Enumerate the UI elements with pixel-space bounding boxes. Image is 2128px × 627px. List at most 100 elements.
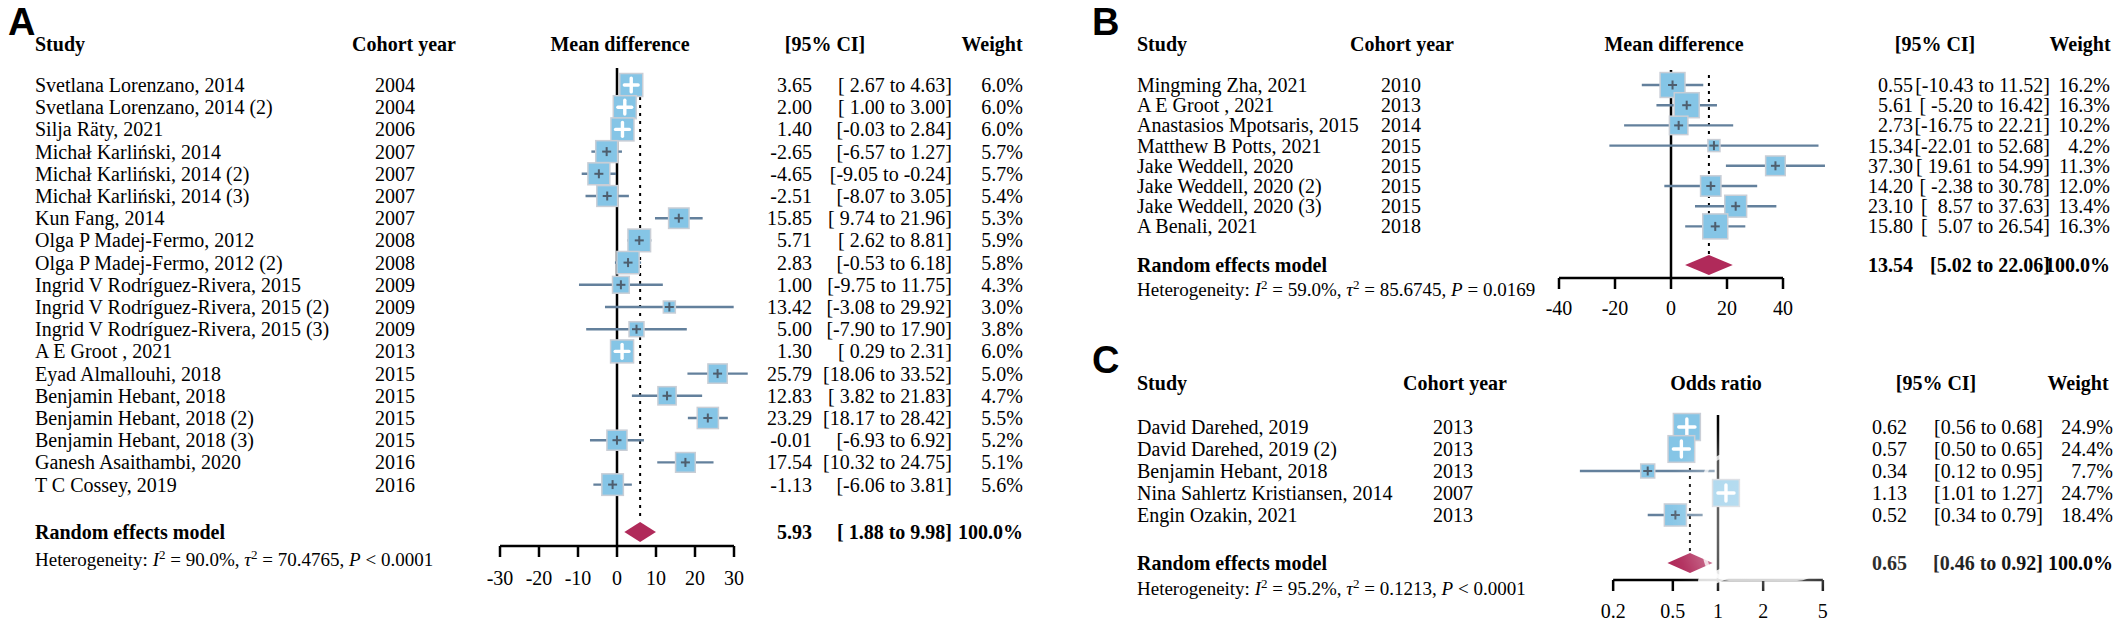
estimate-value: 15.85 (767, 207, 812, 229)
weight-value: 6.0% (981, 340, 1023, 362)
estimate-value: 37.30 (1868, 155, 1913, 177)
het-p-value: < 0.0001 (361, 549, 433, 570)
panel-label-b: B (1092, 2, 1119, 42)
panel-label-c: C (1092, 340, 1119, 380)
column-header-weight: Weight (2047, 372, 2108, 394)
het-prefix: Heterogeneity: (35, 549, 153, 570)
study-name: David Darehed, 2019 (1137, 416, 1309, 438)
cohort-year: 2015 (375, 407, 415, 429)
study-name: Anastasios Mpotsaris, 2015 (1137, 114, 1359, 136)
cohort-year: 2009 (375, 296, 415, 318)
het-tau2-value: = 85.6745, (1360, 279, 1451, 300)
estimate-value: 23.29 (767, 407, 812, 429)
ci-value: [ 19.61 to 54.99] (1916, 155, 2050, 177)
study-name: Silja Räty, 2021 (35, 118, 163, 140)
column-header-study: Study (1137, 372, 1187, 394)
ci-value: [ 3.82 to 21.83] (828, 385, 952, 407)
pooled-estimate: 5.93 (777, 521, 812, 543)
weight-value: 5.5% (981, 407, 1023, 429)
study-name: Benjamin Hebant, 2018 (1137, 460, 1328, 482)
het-i2-value: = 59.0%, (1267, 279, 1346, 300)
estimate-value: 2.00 (777, 96, 812, 118)
weight-value: 5.7% (981, 163, 1023, 185)
estimate-value: 25.79 (767, 363, 812, 385)
weight-value: 18.4% (2061, 504, 2113, 526)
study-name: Benjamin Hebant, 2018 (2) (35, 407, 254, 429)
estimate-value: 13.42 (767, 296, 812, 318)
cohort-year: 2016 (375, 474, 415, 496)
pooled-diamond (624, 522, 656, 542)
x-axis-tick-label: -30 (487, 567, 514, 589)
weight-value: 10.2% (2058, 114, 2110, 136)
ci-value: [-22.01 to 52.68] (1914, 135, 2050, 157)
weight-value: 16.3% (2058, 215, 2110, 237)
cohort-year: 2013 (1433, 438, 1473, 460)
estimate-value: 15.80 (1868, 215, 1913, 237)
pooled-weight: 100.0% (2048, 552, 2113, 574)
column-header-weight: Weight (961, 33, 1022, 55)
study-name: Benjamin Hebant, 2018 (35, 385, 226, 407)
estimate-value: 0.52 (1872, 504, 1907, 526)
estimate-value: 1.40 (777, 118, 812, 140)
weight-value: 5.9% (981, 229, 1023, 251)
study-name: T C Cossey, 2019 (35, 474, 177, 496)
cohort-year: 2013 (1381, 94, 1421, 116)
column-header-ci: [95% CI] (785, 33, 866, 55)
pooled-diamond (1685, 255, 1733, 275)
ci-value: [-6.57 to 1.27] (836, 141, 952, 163)
pooled-label: Random effects model (1137, 254, 1327, 276)
ci-value: [18.06 to 33.52] (823, 363, 952, 385)
x-axis-tick-label: -20 (1602, 297, 1629, 319)
study-name: A E Groot , 2021 (1137, 94, 1274, 116)
ci-value: [-3.08 to 29.92] (826, 296, 952, 318)
x-axis-tick-label: 10 (646, 567, 666, 589)
weight-value: 16.3% (2058, 94, 2110, 116)
cohort-year: 2015 (375, 385, 415, 407)
study-name: Jake Weddell, 2020 (1137, 155, 1293, 177)
weight-value: 6.0% (981, 74, 1023, 96)
study-name: Ganesh Asaithambi, 2020 (35, 451, 241, 473)
ci-value: [ 8.57 to 37.63] (1921, 195, 2050, 217)
study-name: Matthew B Potts, 2021 (1137, 135, 1321, 157)
ci-value: [-0.03 to 2.84] (836, 118, 952, 140)
cohort-year: 2013 (1433, 460, 1473, 482)
column-header-effect: Mean difference (1604, 33, 1743, 55)
study-name: Svetlana Lorenzano, 2014 (35, 74, 244, 96)
x-axis-tick-label: 20 (685, 567, 705, 589)
weight-value: 11.3% (2059, 155, 2110, 177)
estimate-value: -1.13 (770, 474, 812, 496)
weight-value: 24.9% (2061, 416, 2113, 438)
cohort-year: 2015 (1381, 135, 1421, 157)
pooled-weight: 100.0% (2045, 254, 2110, 276)
cohort-year: 2004 (375, 74, 415, 96)
cohort-year: 2008 (375, 252, 415, 274)
study-name: Michał Karliński, 2014 (35, 141, 221, 163)
estimate-value: 23.10 (1868, 195, 1913, 217)
weight-value: 3.8% (981, 318, 1023, 340)
x-axis-tick-label: 5 (1818, 600, 1828, 622)
ci-value: [ 9.74 to 21.96] (828, 207, 952, 229)
weight-value: 4.3% (981, 274, 1023, 296)
x-axis-tick-label: 40 (1773, 297, 1793, 319)
study-name: Nina Sahlertz Kristiansen, 2014 (1137, 482, 1393, 504)
ci-value: [-7.90 to 17.90] (826, 318, 952, 340)
panel-label-a: A (8, 2, 35, 42)
x-axis-tick-label: 0.2 (1601, 600, 1626, 622)
study-name: Ingrid V Rodríguez-Rivera, 2015 (35, 274, 301, 296)
weight-value: 24.4% (2061, 438, 2113, 460)
pooled-ci: [5.02 to 22.06] (1930, 254, 2050, 276)
cohort-year: 2015 (375, 429, 415, 451)
ci-value: [-9.05 to -0.24] (830, 163, 952, 185)
weight-value: 4.2% (2068, 135, 2110, 157)
estimate-value: 3.65 (777, 74, 812, 96)
ci-value: [ 1.00 to 3.00] (838, 96, 952, 118)
cohort-year: 2010 (1381, 74, 1421, 96)
estimate-value: 12.83 (767, 385, 812, 407)
pooled-estimate: 0.65 (1872, 552, 1907, 574)
forest-plot-figure: -30-20-100102030-40-20020400.20.5125 A S… (0, 0, 2128, 627)
cohort-year: 2006 (375, 118, 415, 140)
het-tau2-value: = 70.4765, (258, 549, 349, 570)
pooled-diamond (1667, 553, 1712, 573)
x-axis-tick-label: -20 (526, 567, 553, 589)
ci-value: [-6.93 to 6.92] (836, 429, 952, 451)
